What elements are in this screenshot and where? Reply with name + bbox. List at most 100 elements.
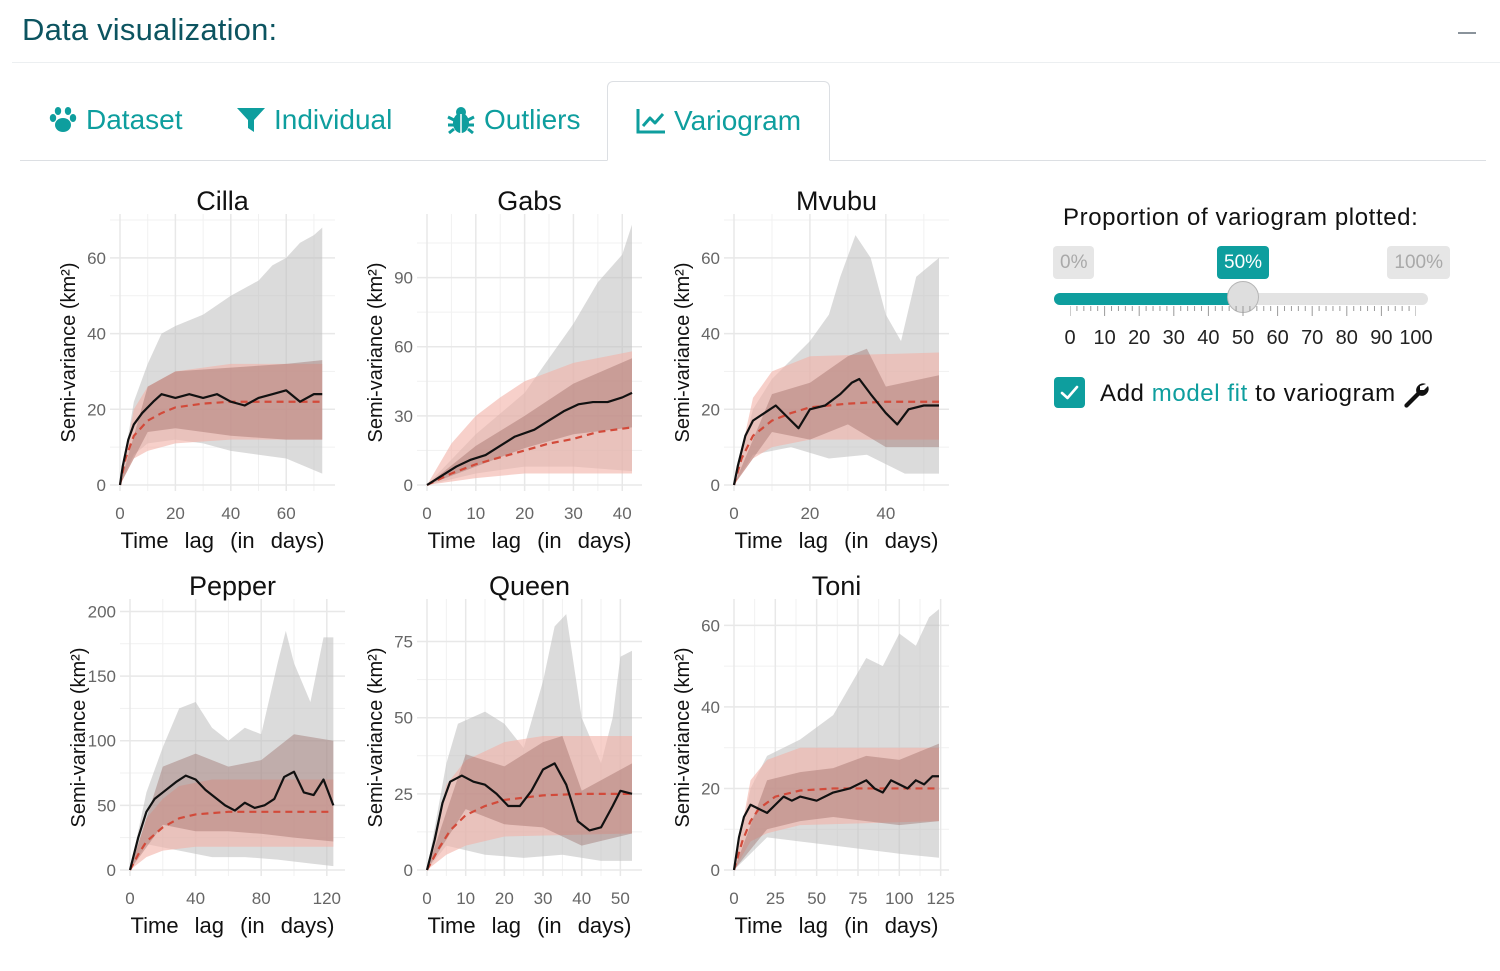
slider-value-label: 50%	[1217, 246, 1270, 279]
y-tick-label: 100	[88, 732, 116, 751]
tab-variogram-label: Variogram	[674, 105, 802, 136]
y-tick-label: 200	[88, 602, 116, 621]
y-tick-label: 20	[701, 400, 720, 419]
y-tick-label: 60	[87, 249, 106, 268]
y-tick-label: 0	[711, 861, 720, 880]
panel-title: Toni	[812, 571, 862, 601]
y-tick-label: 25	[394, 785, 413, 804]
y-tick-label: 0	[404, 476, 413, 495]
panel-title: Queen	[489, 571, 570, 601]
x-tick-label: 10	[456, 889, 475, 908]
y-tick-label: 60	[394, 338, 413, 357]
filter-icon	[237, 108, 265, 132]
slider-tick-label: 40	[1197, 327, 1220, 349]
y-tick-label: 75	[394, 633, 413, 652]
x-tick-label: 125	[926, 889, 954, 908]
paw-icon	[49, 107, 77, 132]
empirical-inner-band	[120, 360, 323, 485]
x-axis-label: Time lag (in days)	[130, 913, 334, 938]
line-chart-icon	[636, 109, 665, 134]
x-tick-label: 0	[729, 504, 738, 523]
variogram-controls: Proportion of variogram plotted: 0% 50% …	[1050, 200, 1450, 440]
y-tick-label: 20	[701, 779, 720, 798]
y-axis-label: Semi-variance (km²)	[58, 262, 80, 442]
model-fit-line	[732, 787, 939, 871]
x-tick-label: 80	[252, 889, 271, 908]
empirical-variogram-line	[425, 762, 633, 871]
model-fit-highlight: model fit	[1151, 380, 1248, 407]
empirical-variogram-line	[732, 377, 939, 486]
slider-tick-label: 10	[1093, 327, 1116, 349]
x-axis-label: Time lag (in days)	[734, 913, 938, 938]
empirical-inner-band	[130, 734, 334, 870]
x-tick-label: 0	[125, 889, 134, 908]
model-ci-band	[734, 352, 939, 485]
variogram-panel: 0 25 50 75 100 125 0 20 40 60 Toni Time lag (in day…	[672, 571, 955, 938]
y-tick-label: 50	[97, 796, 116, 815]
model-fit-line	[129, 810, 334, 871]
tab-dataset[interactable]: Dataset	[48, 80, 183, 160]
x-tick-label: 100	[885, 889, 913, 908]
model-ci-band	[130, 779, 334, 870]
model-fit-checkbox[interactable]	[1054, 377, 1085, 408]
x-tick-label: 60	[277, 504, 296, 523]
x-tick-label: 40	[572, 889, 591, 908]
x-tick-label: 0	[422, 504, 431, 523]
x-tick-label: 40	[613, 504, 632, 523]
empirical-inner-band	[734, 348, 939, 485]
bug-icon	[447, 107, 475, 135]
x-tick-label: 30	[564, 504, 583, 523]
slider-min-label: 0%	[1053, 246, 1095, 279]
slider-ticks	[1070, 306, 1416, 316]
slider-tick-label: 0	[1064, 327, 1076, 349]
slider-tick-label: 60	[1266, 327, 1289, 349]
x-tick-label: 0	[115, 504, 124, 523]
model-ci-band	[734, 747, 939, 870]
wrench-icon[interactable]	[1402, 380, 1430, 408]
y-axis-label: Semi-variance (km²)	[365, 647, 387, 827]
x-tick-label: 20	[495, 889, 514, 908]
x-tick-label: 40	[221, 504, 240, 523]
x-tick-label: 30	[534, 889, 553, 908]
y-tick-label: 40	[701, 698, 720, 717]
x-tick-label: 0	[729, 889, 738, 908]
panel-title: Data visualization:	[22, 12, 278, 47]
x-tick-label: 0	[422, 889, 431, 908]
empirical-inner-band	[734, 743, 939, 870]
x-tick-label: 10	[466, 504, 485, 523]
y-tick-label: 0	[107, 861, 116, 880]
collapse-icon[interactable]	[1458, 32, 1476, 34]
empirical-variogram-line	[128, 770, 335, 871]
empirical-variogram-line	[426, 391, 633, 486]
slider-tick-label: 90	[1370, 327, 1393, 349]
variogram-panel: 0 20 40 60 0 20 40 60 Cilla Time lag (in days) Sem…	[58, 186, 335, 553]
panel-title: Cilla	[196, 186, 249, 216]
x-tick-label: 50	[807, 889, 826, 908]
model-fit-line	[426, 426, 633, 486]
model-ci-band	[427, 351, 632, 485]
x-tick-label: 20	[166, 504, 185, 523]
model-fit-line	[732, 400, 939, 486]
variogram-panel: 0 10 20 30 40 0 30 60 90 Gabs Time lag (in days) Se…	[365, 186, 642, 553]
y-tick-label: 0	[404, 861, 413, 880]
y-tick-label: 0	[97, 476, 106, 495]
x-tick-label: 40	[876, 504, 895, 523]
x-axis-label: Time lag (in days)	[734, 528, 938, 553]
tab-outliers-label: Outliers	[484, 104, 581, 135]
y-tick-label: 40	[701, 325, 720, 344]
x-tick-label: 40	[186, 889, 205, 908]
y-tick-label: 50	[394, 709, 413, 728]
x-tick-label: 20	[800, 504, 819, 523]
variogram-grid-svg: 0 20 40 60 0 20 40 60 Cilla Time lag (in days) Sem…	[58, 186, 955, 938]
y-tick-label: 0	[711, 476, 720, 495]
slider-tick-label: 30	[1162, 327, 1185, 349]
tab-individual[interactable]: Individual	[236, 80, 392, 160]
model-fit-text-before: Add	[1100, 380, 1152, 407]
slider-tick-label: 50	[1231, 327, 1255, 349]
variogram-panel: 0 20 40 0 20 40 60 Mvubu Time lag (in days) Semi-…	[672, 186, 949, 553]
tab-variogram[interactable]: Variogram	[607, 81, 831, 161]
slider-tick-label: 80	[1335, 327, 1358, 349]
y-tick-label: 60	[701, 249, 720, 268]
x-axis-label: Time lag (in days)	[427, 913, 631, 938]
tab-outliers[interactable]: Outliers	[446, 80, 580, 160]
